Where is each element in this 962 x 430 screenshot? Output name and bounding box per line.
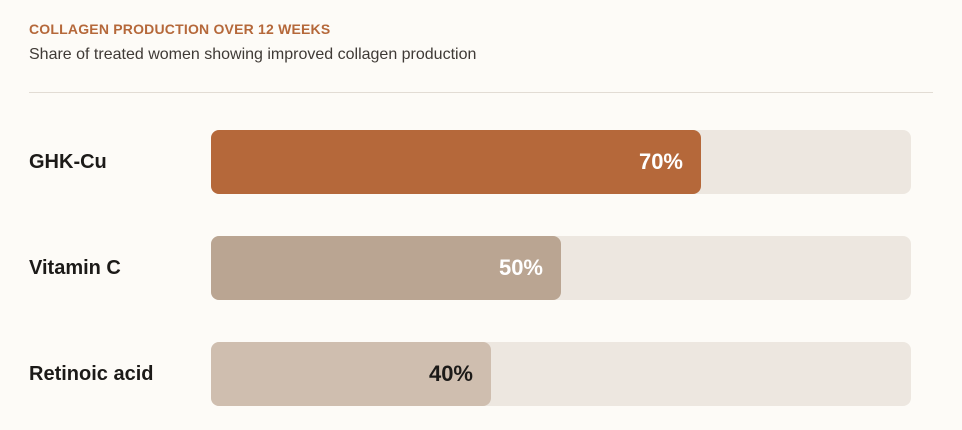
bar: 70% <box>211 130 701 194</box>
chart-title: COLLAGEN PRODUCTION OVER 12 WEEKS <box>29 21 331 37</box>
bar-row: Retinoic acid 40% <box>0 342 962 406</box>
chart-subtitle: Share of treated women showing improved … <box>29 46 477 63</box>
category-label: GHK-Cu <box>29 151 107 173</box>
chart-header: COLLAGEN PRODUCTION OVER 12 WEEKS Share … <box>29 20 933 65</box>
bar-row: Vitamin C 50% <box>0 236 962 300</box>
bar-value-label: 40% <box>428 361 473 386</box>
category-label: Retinoic acid <box>29 363 154 385</box>
category-label: Vitamin C <box>29 257 121 279</box>
bar-track: 50% <box>211 236 911 300</box>
bar: 50% <box>211 236 561 300</box>
bar-track: 40% <box>211 342 911 406</box>
bar: 40% <box>211 342 491 406</box>
bar-track: 70% <box>211 130 911 194</box>
bar-value-label: 70% <box>638 149 683 174</box>
bar-value-label: 50% <box>498 255 543 280</box>
bar-row: GHK-Cu 70% <box>0 130 962 194</box>
header-divider <box>29 92 933 93</box>
